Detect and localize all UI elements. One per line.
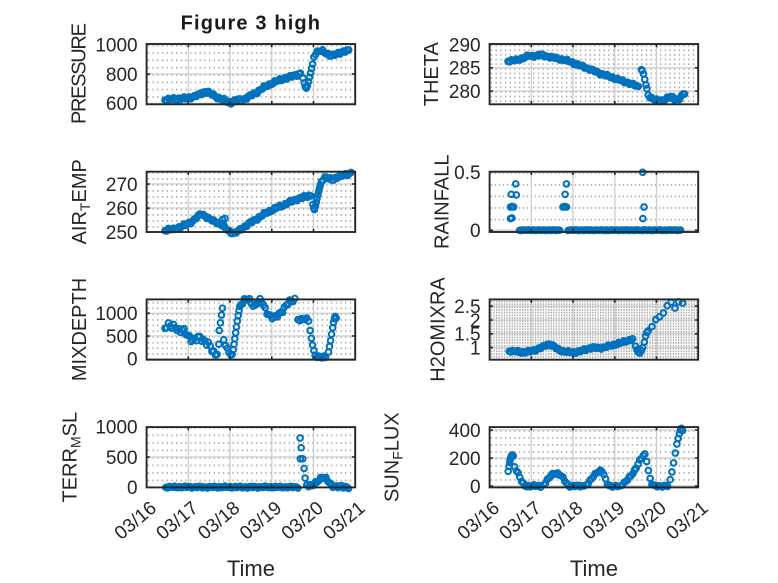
svg-text:280: 280 — [449, 82, 481, 103]
svg-text:200: 200 — [449, 449, 481, 470]
svg-text:1000: 1000 — [95, 304, 137, 325]
svg-text:1.5: 1.5 — [454, 325, 480, 346]
svg-text:2: 2 — [470, 311, 481, 332]
svg-text:Time: Time — [227, 556, 275, 581]
svg-text:MIXDEPTH: MIXDEPTH — [69, 278, 91, 381]
svg-text:H2OMIXRA: H2OMIXRA — [428, 277, 450, 382]
svg-text:500: 500 — [106, 448, 138, 469]
svg-text:1000: 1000 — [95, 418, 137, 439]
svg-text:0: 0 — [127, 478, 138, 499]
svg-text:270: 270 — [106, 175, 138, 196]
svg-text:0: 0 — [470, 221, 481, 242]
svg-text:RAINFALL: RAINFALL — [432, 155, 454, 249]
svg-text:TERRM​SL: TERRM​SL — [60, 412, 84, 503]
svg-text:260: 260 — [106, 199, 138, 220]
svg-text:AIRT​EMP: AIRT​EMP — [69, 159, 93, 244]
svg-text:PRESSURE: PRESSURE — [69, 23, 91, 124]
svg-text:285: 285 — [449, 59, 481, 80]
svg-text:400: 400 — [449, 421, 481, 442]
svg-text:0: 0 — [470, 477, 481, 498]
svg-text:Time: Time — [570, 556, 618, 581]
svg-text:290: 290 — [449, 36, 481, 57]
svg-text:2.5: 2.5 — [454, 297, 480, 318]
svg-text:1000: 1000 — [95, 36, 137, 57]
svg-text:800: 800 — [106, 65, 138, 86]
svg-text:500: 500 — [106, 327, 138, 348]
svg-text:600: 600 — [106, 94, 138, 115]
svg-text:1: 1 — [470, 338, 481, 359]
svg-text:THETA: THETA — [421, 42, 443, 107]
svg-text:0.5: 0.5 — [454, 163, 480, 184]
svg-text:250: 250 — [106, 223, 138, 244]
svg-text:0: 0 — [127, 350, 138, 371]
svg-text:Figure 3 high: Figure 3 high — [181, 13, 322, 35]
